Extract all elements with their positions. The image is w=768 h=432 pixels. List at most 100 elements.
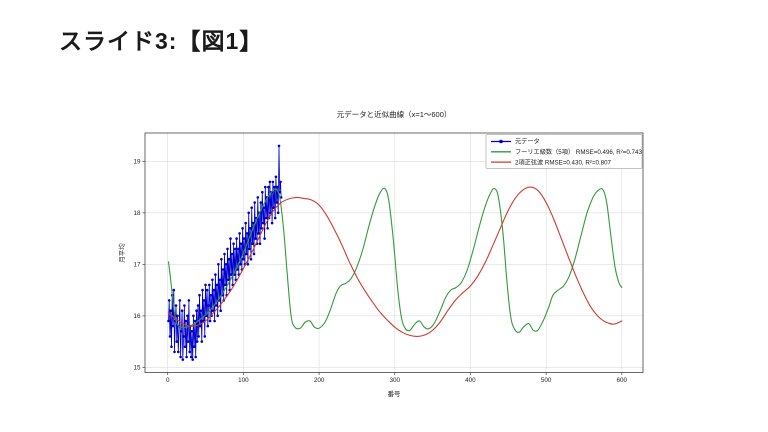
series-original-data-marker xyxy=(211,278,214,282)
series-original-data-marker xyxy=(254,237,257,240)
series-original-data-marker xyxy=(270,221,274,225)
series-original-data-marker xyxy=(219,309,222,313)
series-original-data-marker xyxy=(260,227,263,230)
series-original-data-marker xyxy=(208,283,211,287)
x-tick-label: 600 xyxy=(617,377,628,384)
y-tick-label: 18 xyxy=(133,210,141,217)
series-original-data-marker xyxy=(279,180,282,184)
series-original-data-marker xyxy=(279,196,283,199)
series-original-data-marker xyxy=(251,221,255,225)
series-original-data-marker xyxy=(198,293,201,297)
y-tick-label: 15 xyxy=(133,365,141,372)
x-tick-label: 400 xyxy=(465,377,476,384)
series-original-data-marker xyxy=(214,273,217,276)
series-original-data-marker xyxy=(201,288,204,292)
series-original-data-marker xyxy=(187,299,191,302)
series-original-data-marker xyxy=(262,206,266,209)
series-original-data-marker xyxy=(244,221,247,225)
series-original-data-marker xyxy=(261,190,264,194)
series-original-data-marker xyxy=(230,252,234,256)
series-original-data-line xyxy=(168,145,282,360)
series-fourier-series-line xyxy=(167,187,623,333)
series-original-data-marker xyxy=(183,345,187,349)
series-original-data-marker xyxy=(209,293,213,297)
series-original-data-marker xyxy=(223,283,227,287)
series-original-data-marker xyxy=(242,257,245,261)
series-original-data-marker xyxy=(180,309,184,313)
series-original-data-marker xyxy=(263,237,266,240)
legend-marker-original-data xyxy=(499,139,503,144)
series-original-data-marker xyxy=(248,227,252,230)
series-original-data-marker xyxy=(186,314,189,318)
x-tick-label: 500 xyxy=(541,377,552,384)
series-original-data-marker xyxy=(239,263,242,266)
series-original-data-marker xyxy=(184,319,188,323)
series-original-data-marker xyxy=(174,304,178,307)
series-original-data-marker xyxy=(236,247,240,251)
series-original-data-marker xyxy=(212,288,216,292)
series-original-data-marker xyxy=(266,227,269,230)
series-original-data-marker xyxy=(207,304,210,307)
series-original-data-marker xyxy=(216,314,219,318)
series-layer xyxy=(167,144,623,361)
series-original-data-marker xyxy=(191,358,194,361)
y-tick-label: 16 xyxy=(133,313,141,320)
series-original-data-marker xyxy=(198,324,202,328)
series-original-data-marker xyxy=(193,319,197,323)
series-original-data-marker xyxy=(167,299,171,302)
series-original-data-marker xyxy=(214,304,218,307)
series-original-data-marker xyxy=(182,335,185,338)
series-original-data-marker xyxy=(238,232,241,235)
series-original-data-marker xyxy=(218,278,222,282)
x-axis-label: 番号 xyxy=(388,390,402,398)
series-original-data-marker xyxy=(177,350,180,354)
x-tick-label: 300 xyxy=(389,377,400,384)
series-original-data-marker xyxy=(217,263,220,266)
series-original-data-marker xyxy=(274,175,278,179)
y-tick-label: 19 xyxy=(133,159,141,166)
legend-label-original-data: 元データ xyxy=(515,138,540,146)
series-original-data-marker xyxy=(192,314,195,318)
series-original-data-marker xyxy=(211,309,215,313)
series-original-data-marker xyxy=(273,185,276,189)
series-original-data-marker xyxy=(226,247,229,251)
series-original-data-marker xyxy=(215,283,219,287)
series-original-data-marker xyxy=(229,237,232,240)
series-original-data-marker xyxy=(194,355,197,359)
series-original-data-marker xyxy=(245,232,249,235)
series-original-data-marker xyxy=(251,242,254,245)
series-original-data-marker xyxy=(227,278,230,282)
series-original-data-marker xyxy=(202,299,206,302)
series-original-data-marker xyxy=(176,314,179,318)
series-original-data-marker xyxy=(233,247,237,251)
series-original-data-marker xyxy=(181,358,185,361)
series-original-data-marker xyxy=(239,242,243,245)
series-original-data-marker xyxy=(245,252,248,256)
y-axis-label: 月平均 xyxy=(117,243,126,263)
series-original-data-marker xyxy=(203,335,207,338)
series-original-data-marker xyxy=(272,206,276,209)
series-original-data-marker xyxy=(169,309,172,313)
series-original-data-marker xyxy=(178,299,182,302)
series-original-data-marker xyxy=(188,350,191,354)
x-tick-label: 0 xyxy=(166,377,170,384)
series-original-data-marker xyxy=(183,304,186,307)
series-original-data-marker xyxy=(276,211,280,215)
series-original-data-marker xyxy=(173,350,176,354)
series-original-data-marker xyxy=(276,185,279,189)
series-original-data-marker xyxy=(271,180,275,184)
series-original-data-marker xyxy=(259,201,263,204)
series-original-data-marker xyxy=(186,340,190,343)
series-original-data-marker xyxy=(250,206,253,209)
axis-ticks: 0 100 200 300 400 500 600 15 16 17 18 19 xyxy=(133,159,627,384)
chart-title: 元データと近似曲線（x=1～600） xyxy=(337,109,452,119)
series-original-data-marker xyxy=(261,221,265,225)
series-original-data-marker xyxy=(264,216,268,220)
series-original-data-marker xyxy=(273,216,277,220)
grid xyxy=(145,133,643,373)
series-original-data-marker xyxy=(277,144,281,148)
series-original-data-marker xyxy=(204,283,207,287)
series-original-data-marker xyxy=(275,201,279,204)
slide-title: スライド3:【図1】 xyxy=(59,28,264,54)
